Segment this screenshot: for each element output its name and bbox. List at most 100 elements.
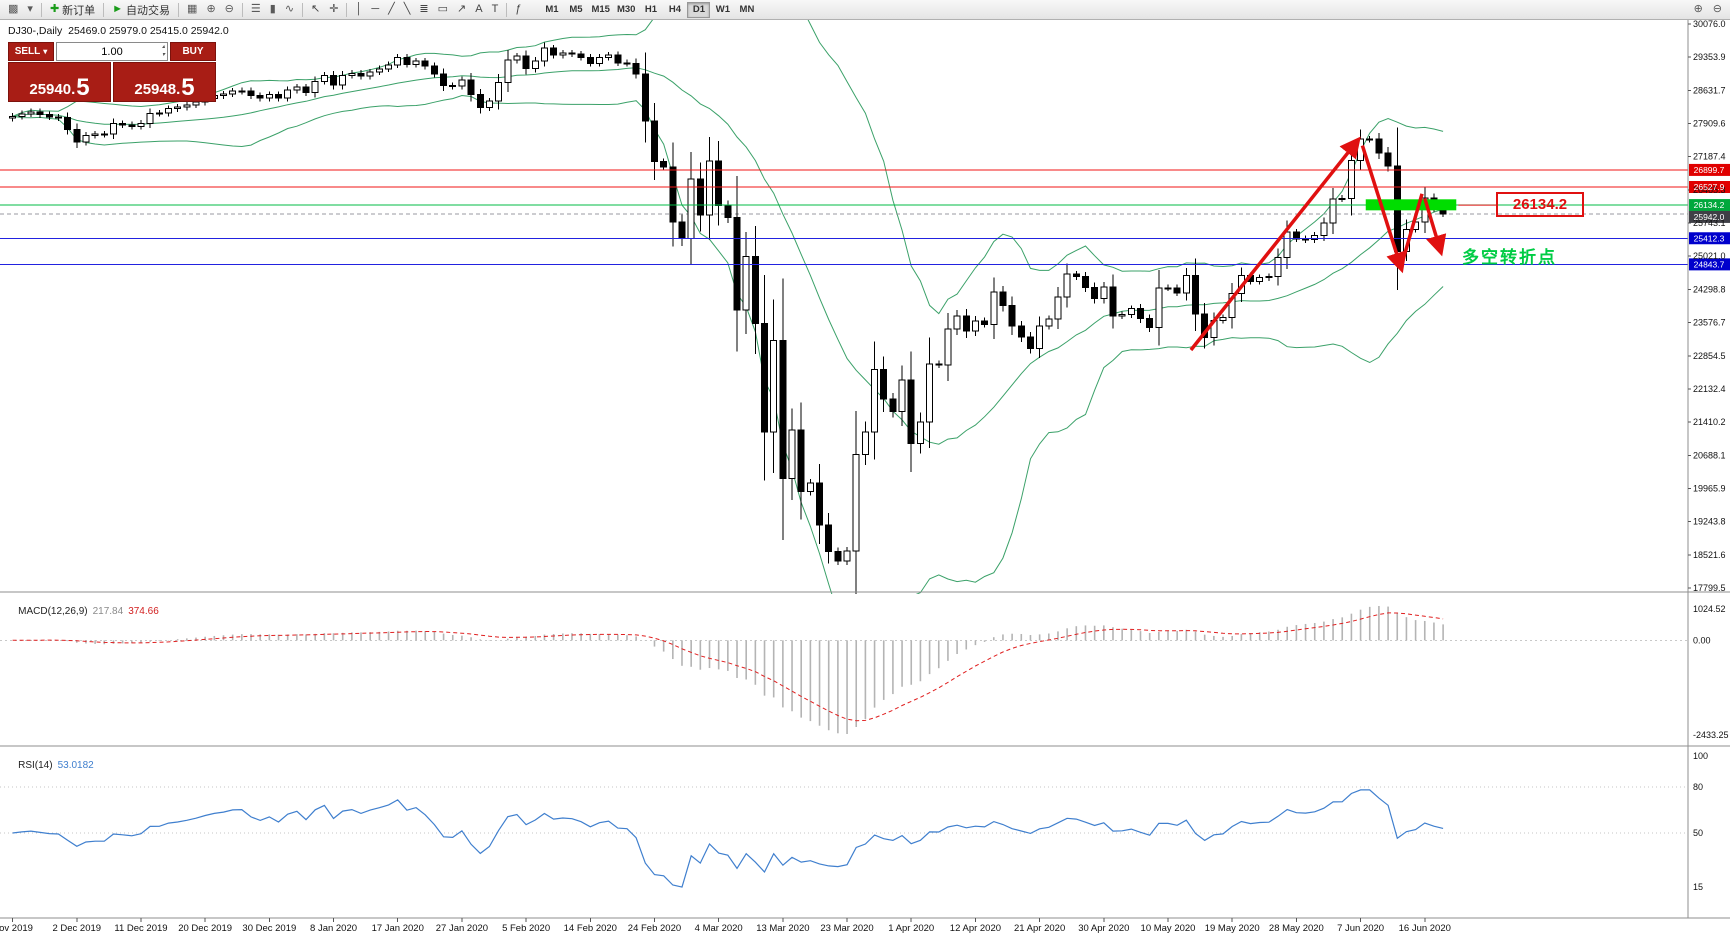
macd-signal-value: 374.66 [128,606,159,617]
vertical-line-icon[interactable]: │ [351,1,366,19]
svg-text:27187.4: 27187.4 [1693,152,1726,162]
candlestick-chart-icon: ▮ [269,3,276,15]
toolbar-separator [506,2,508,17]
trendline-icon[interactable]: ╱ [384,1,399,19]
tile-windows-icon[interactable]: ▦ [183,1,201,19]
price-callout-box: 26134.2 [1496,192,1584,217]
timeframe-d1[interactable]: D1 [687,1,711,18]
new-chart-icon[interactable]: ▩ [4,1,22,19]
crosshair-icon[interactable]: ✛ [325,1,342,19]
volume-spinner[interactable]: ▴ ▾ [162,44,165,60]
new-chart-icon: ▩ [8,3,19,15]
svg-text:25412.3: 25412.3 [1694,233,1725,243]
timeframe-m30[interactable]: M30 [614,2,638,18]
svg-text:28631.7: 28631.7 [1693,85,1726,95]
chart-profiles-icon: ▾ [27,3,33,15]
sell-small-button[interactable]: SELL ▾ [8,42,54,61]
svg-text:7 Jun 2020: 7 Jun 2020 [1337,923,1384,934]
svg-text:100: 100 [1693,751,1708,761]
play-icon: ► [112,3,124,15]
trendline-icon: ╱ [388,3,395,15]
horizontal-line-icon[interactable]: ─ [367,1,383,19]
svg-text:Nov 2019: Nov 2019 [0,923,33,934]
rsi-value: 53.0182 [57,760,94,771]
text-label-icon[interactable]: T [488,1,503,19]
shapes-icon[interactable]: ▭ [434,1,452,19]
svg-text:-2433.25: -2433.25 [1693,730,1729,740]
autotrading-button[interactable]: ► 自动交易 [108,1,174,19]
indicators-icon[interactable]: ƒ [511,1,525,19]
line-chart-icon: ∿ [284,3,295,15]
zoom-out-icon[interactable]: ⊖ [221,1,238,19]
svg-text:10 May 2020: 10 May 2020 [1141,923,1196,934]
chart-profiles-icon[interactable]: ▾ [23,1,37,19]
plus-icon: ✚ [49,3,60,15]
svg-text:22854.5: 22854.5 [1693,351,1726,361]
equidistant-channel-icon[interactable]: ╲ [400,1,415,19]
svg-text:24 Feb 2020: 24 Feb 2020 [628,923,681,934]
svg-text:30 Apr 2020: 30 Apr 2020 [1078,923,1129,934]
svg-text:21 Apr 2020: 21 Apr 2020 [1014,923,1065,934]
sell-small-label: SELL [14,46,41,57]
time-axis[interactable] [12,918,1426,922]
candlestick-chart-icon[interactable]: ▮ [266,1,280,19]
volume-stepper[interactable]: 1.00 ▴ ▾ [56,42,168,61]
zoom-in-icon[interactable]: ⊕ [202,1,219,19]
volume-input[interactable]: 1.00 [101,45,123,58]
toolbar-separator [302,2,304,17]
arrows-tool-icon[interactable]: ↗ [453,1,470,19]
macd-name: MACD(12,26,9) [18,606,88,617]
price-main: 25940. [29,81,76,98]
cursor-icon: ↖ [311,3,321,15]
rsi-name: RSI(14) [18,760,53,771]
cursor-icon[interactable]: ↖ [307,1,324,19]
horizontal-line-icon: ─ [371,3,380,15]
spinner-up-icon[interactable]: ▴ [161,44,165,50]
timeframe-mn[interactable]: MN [735,2,758,18]
tile-windows-icon: ▦ [187,3,198,15]
timeframe-m5[interactable]: M5 [564,2,587,18]
svg-text:16 Jun 2020: 16 Jun 2020 [1399,923,1451,934]
one-click-trading-panel: SELL ▾ 1.00 ▴ ▾ BUY 25940. 5 25948. 5 [8,42,216,102]
svg-text:29353.9: 29353.9 [1693,52,1726,62]
price-axis[interactable] [1688,23,1730,589]
magnifier-plus-icon[interactable]: ⊕ [1690,1,1707,19]
svg-text:28 May 2020: 28 May 2020 [1269,923,1324,934]
svg-text:11 Dec 2019: 11 Dec 2019 [114,923,167,934]
buy-button[interactable]: 25948. 5 [113,62,216,102]
magnifier-plus-icon: ⊕ [1693,3,1703,15]
fibonacci-icon: ≣ [419,3,429,15]
trade-panel-header: SELL ▾ 1.00 ▴ ▾ BUY [8,42,216,61]
new-order-button-label: 新订单 [62,4,96,17]
timeframe-w1[interactable]: W1 [711,2,734,18]
crosshair-icon: ✛ [329,3,339,15]
svg-text:12 Apr 2020: 12 Apr 2020 [950,923,1001,934]
magnifier-minus-icon[interactable]: ⊖ [1709,1,1726,19]
toolbar-right-group: ⊕ ⊖ [1690,1,1726,19]
bar-chart-icon[interactable]: ☰ [247,1,265,19]
fibonacci-icon[interactable]: ≣ [415,1,432,19]
macd-main-value: 217.84 [92,606,124,617]
new-order-button[interactable]: ✚ 新订单 [46,1,99,19]
timeframe-m15[interactable]: M15 [588,2,612,18]
timeframe-h4[interactable]: H4 [663,2,686,18]
sell-button[interactable]: 25940. 5 [8,62,111,102]
svg-text:15: 15 [1693,882,1703,892]
text-icon[interactable]: A [471,1,486,19]
svg-text:23 Mar 2020: 23 Mar 2020 [820,923,873,934]
price-main: 25948. [134,81,181,98]
svg-text:1 Apr 2020: 1 Apr 2020 [888,923,934,934]
svg-text:25942.0: 25942.0 [1694,212,1725,222]
line-chart-icon[interactable]: ∿ [281,1,298,19]
svg-text:26134.2: 26134.2 [1694,200,1725,210]
buy-small-button[interactable]: BUY [170,42,216,61]
text-label-icon: T [491,3,499,15]
spinner-down-icon[interactable]: ▾ [161,51,165,58]
svg-text:18521.6: 18521.6 [1693,550,1726,560]
timeframe-h1[interactable]: H1 [639,2,662,18]
timeframe-m1[interactable]: M1 [540,2,563,18]
zoom-out-icon: ⊖ [224,3,234,15]
macd-indicator-label: MACD(12,26,9) 217.84 374.66 [7,595,159,628]
